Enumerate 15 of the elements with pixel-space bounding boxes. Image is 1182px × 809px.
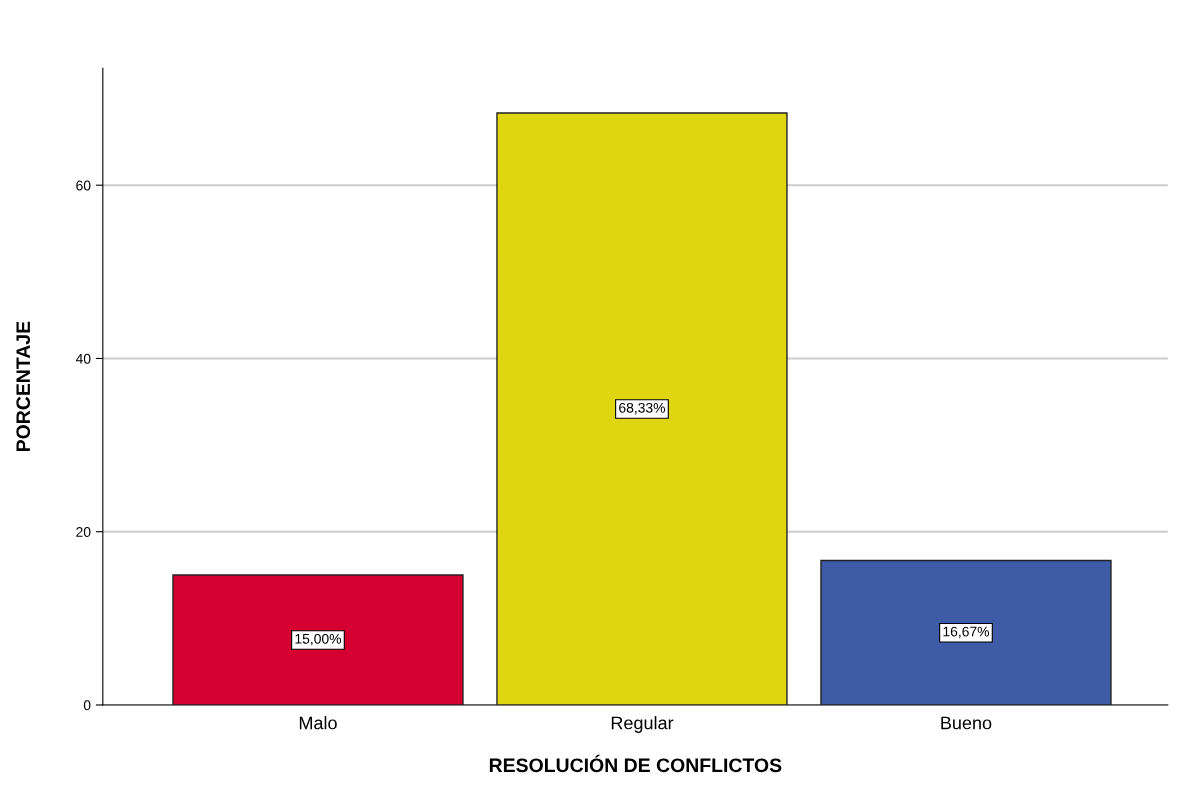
bar (820, 559, 1112, 705)
y-tick-label: 40 (75, 353, 91, 364)
x-axis-title: RESOLUCIÓN DE CONFLICTOS (489, 754, 782, 773)
bar (172, 574, 464, 705)
data-label: 68,33% (619, 402, 666, 415)
x-tick-label: Regular (611, 716, 674, 733)
x-tick-label: Bueno (941, 716, 992, 730)
y-tick-label: 20 (76, 527, 91, 537)
data-label: 16,67% (943, 626, 990, 639)
y-tick-label: 0 (83, 700, 91, 711)
x-tick-label: Malo (299, 716, 337, 730)
bar (496, 112, 788, 705)
y-axis-title: PORCENTAJE (16, 321, 31, 452)
y-tick-label: 60 (76, 180, 91, 191)
data-label: 15,00% (295, 633, 342, 646)
